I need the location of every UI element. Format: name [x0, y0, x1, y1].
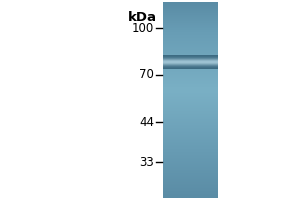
Text: 44: 44 — [139, 116, 154, 129]
Text: 33: 33 — [139, 156, 154, 168]
Text: 100: 100 — [132, 21, 154, 34]
Text: kDa: kDa — [128, 11, 157, 24]
Text: 70: 70 — [139, 68, 154, 82]
